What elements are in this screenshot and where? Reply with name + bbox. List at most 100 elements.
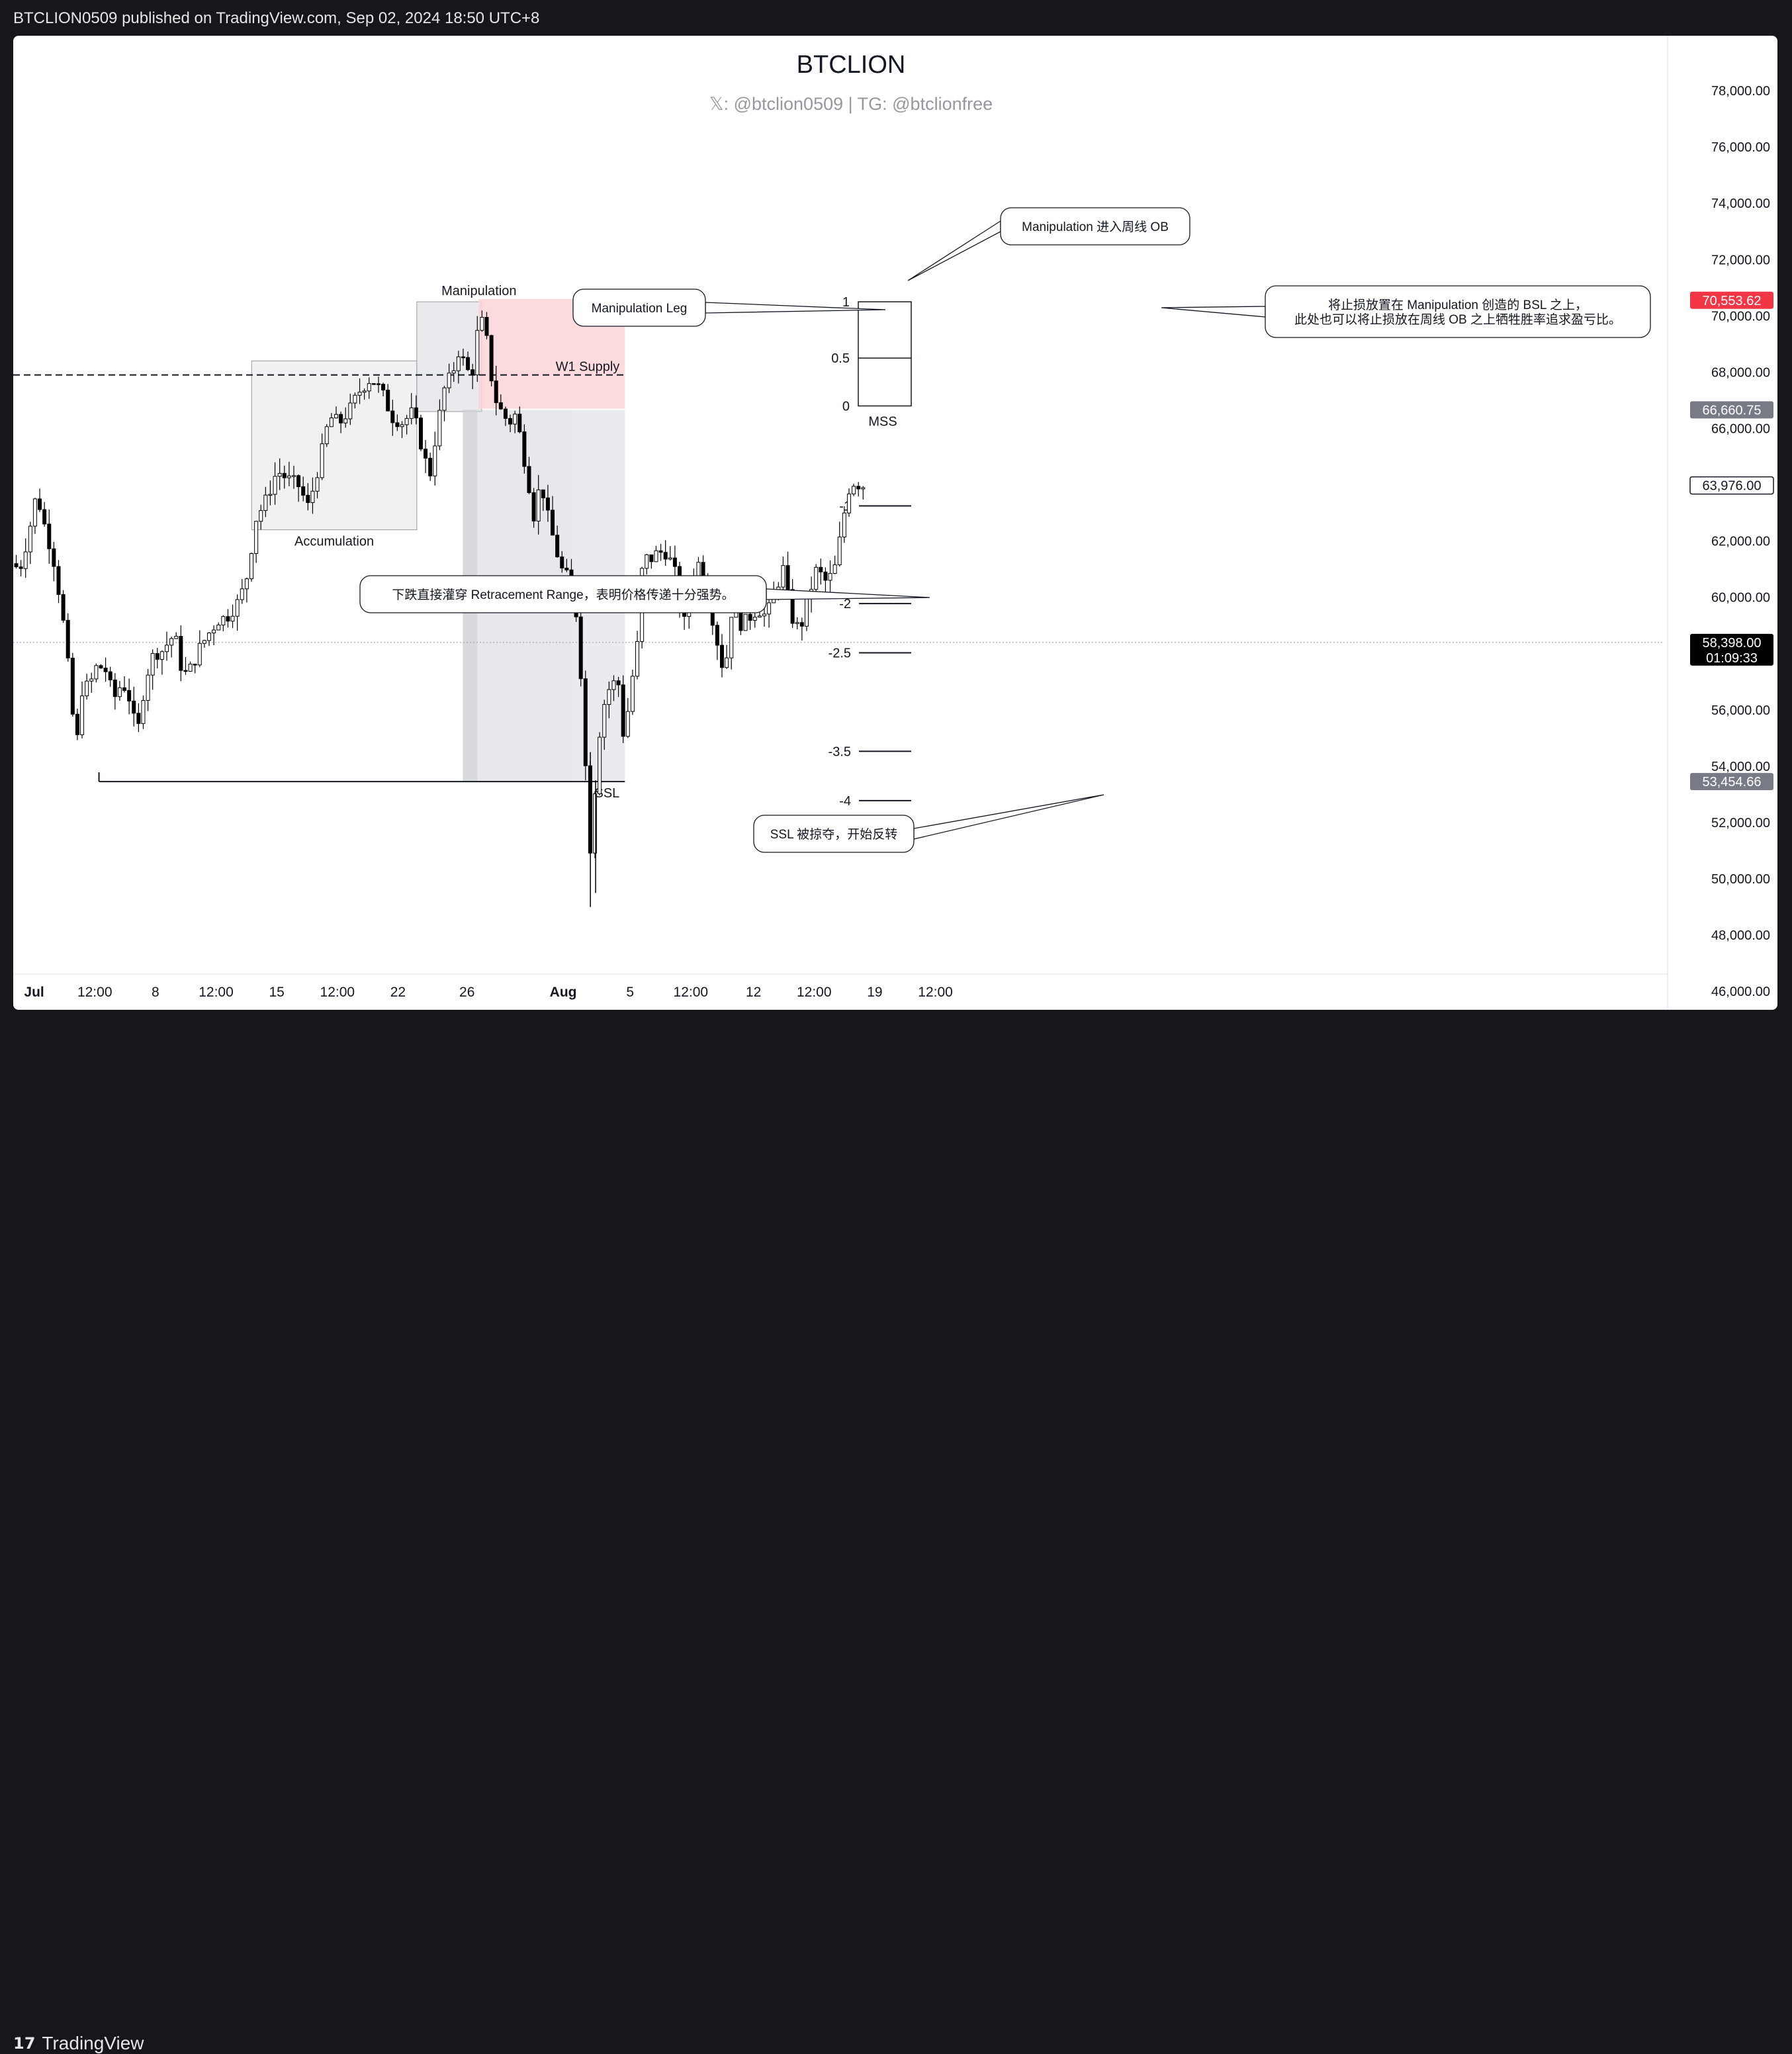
callout-retracement-pointer — [766, 588, 930, 600]
candle-body — [428, 457, 433, 476]
candle-body — [598, 737, 602, 795]
candle-body — [174, 636, 179, 639]
candle-body — [752, 617, 757, 621]
candle-body — [207, 633, 212, 641]
x-tick-label: 22 — [390, 985, 406, 1000]
callout-stop-placement: 将止损放置在 Manipulation 创造的 BSL 之上，此处也可以将止损放… — [1161, 285, 1651, 338]
candle-body — [315, 477, 320, 492]
candle-body — [254, 521, 259, 555]
candle-body — [112, 680, 117, 697]
x-tick-label: 12:00 — [674, 985, 709, 1000]
candle-body — [357, 392, 362, 396]
y-tick-label: 46,000.00 — [1711, 985, 1770, 999]
y-tick-label: 62,000.00 — [1711, 535, 1770, 549]
candle-body — [484, 317, 489, 336]
candle-body — [527, 466, 531, 494]
candle-body — [367, 383, 371, 392]
candle-body — [277, 472, 282, 477]
candle-body — [814, 566, 819, 590]
candle-body — [136, 713, 141, 724]
price-label-text: 70,553.62 — [1703, 294, 1762, 308]
callout-retracement-box — [359, 575, 767, 613]
callout-ssl-swept-pointer — [913, 794, 1104, 840]
candle-body — [108, 671, 112, 681]
candle-body — [117, 687, 122, 697]
candle-body — [404, 418, 409, 425]
candle-body — [621, 684, 625, 737]
candle-body — [856, 486, 861, 490]
price-label-black — [1690, 633, 1773, 666]
candle-body — [132, 700, 136, 714]
candle-body — [268, 494, 273, 496]
candle-body — [38, 498, 42, 510]
candle-body — [85, 680, 89, 697]
callout-ssl-swept: SSL 被掠夺，开始反转 — [753, 794, 1104, 853]
accumulation-box-label: Accumulation — [294, 535, 374, 549]
candle-body — [146, 674, 150, 701]
tradingview-logo[interactable]: 17 TradingView — [13, 2033, 144, 2054]
tradingview-logo-icon: 17 — [13, 2034, 36, 2053]
candle-body — [832, 564, 837, 574]
candle-body — [489, 335, 494, 382]
candle-body — [94, 665, 99, 680]
candle-body — [494, 380, 498, 404]
candle-body — [159, 651, 164, 660]
y-tick-label: 74,000.00 — [1711, 197, 1770, 211]
candle-body — [852, 486, 856, 494]
candle-body — [748, 613, 752, 621]
y-tick-label: 78,000.00 — [1711, 84, 1770, 99]
candle-body — [551, 510, 555, 536]
candle-body — [729, 617, 734, 658]
candle-body — [127, 690, 132, 701]
candle-body — [414, 407, 418, 419]
candle-body — [320, 443, 324, 478]
price-label-text: 58,398.00 — [1703, 636, 1762, 650]
candle-body — [75, 713, 79, 735]
x-tick-label: 8 — [152, 985, 159, 1000]
candle-body — [183, 670, 188, 672]
candle-body — [498, 402, 503, 410]
candle-body — [28, 525, 32, 553]
candle-body — [743, 613, 748, 631]
callout-weekly-ob: Manipulation 进入周线 OB — [907, 207, 1190, 281]
candle-body — [531, 492, 536, 521]
y-tick-label: 54,000.00 — [1711, 760, 1770, 774]
mss-box — [858, 301, 912, 407]
candle-body — [828, 573, 832, 581]
x-tick-label: 5 — [626, 985, 634, 1000]
candle-body — [616, 680, 621, 686]
publish-header: BTCLION0509 published on TradingView.com… — [0, 0, 1792, 36]
candle-body — [823, 571, 828, 581]
candle-body — [165, 645, 169, 652]
candle-body — [720, 645, 724, 668]
candle-body — [480, 317, 484, 331]
candle-body — [216, 624, 221, 631]
candle-body — [767, 602, 772, 615]
x-tick-label: Jul — [24, 985, 44, 1000]
chart-title: BTCLION — [797, 51, 906, 79]
candle-body — [513, 414, 517, 425]
callout-weekly-ob-text: Manipulation 进入周线 OB — [1022, 220, 1169, 234]
fib-level--2.5-label: -2.5 — [829, 647, 851, 661]
chart-frame[interactable]: Accumulation Manipulation W1 Supply SSL 1 0.… — [13, 36, 1777, 1010]
x-tick-label: 12:00 — [918, 985, 953, 1000]
candle-body — [66, 619, 70, 658]
candle-body — [334, 414, 338, 419]
candle-body — [99, 665, 103, 669]
label-mss: MSS — [868, 414, 897, 429]
candle-body — [837, 537, 842, 566]
candle-body — [150, 653, 155, 676]
candle-body — [630, 676, 635, 712]
price-label-outline — [1689, 476, 1774, 495]
callout-retracement-seam — [764, 590, 766, 599]
x-tick-label: 15 — [269, 985, 284, 1000]
callout-manipulation-leg-seam — [703, 303, 705, 312]
fib-level-1-label: 1 — [842, 295, 850, 310]
candle-body — [560, 557, 564, 568]
candle-body — [470, 369, 475, 375]
candle-body — [32, 498, 37, 527]
candle-body — [240, 588, 244, 600]
candle-body — [301, 486, 306, 496]
x-tick-label: Aug — [550, 985, 577, 1000]
